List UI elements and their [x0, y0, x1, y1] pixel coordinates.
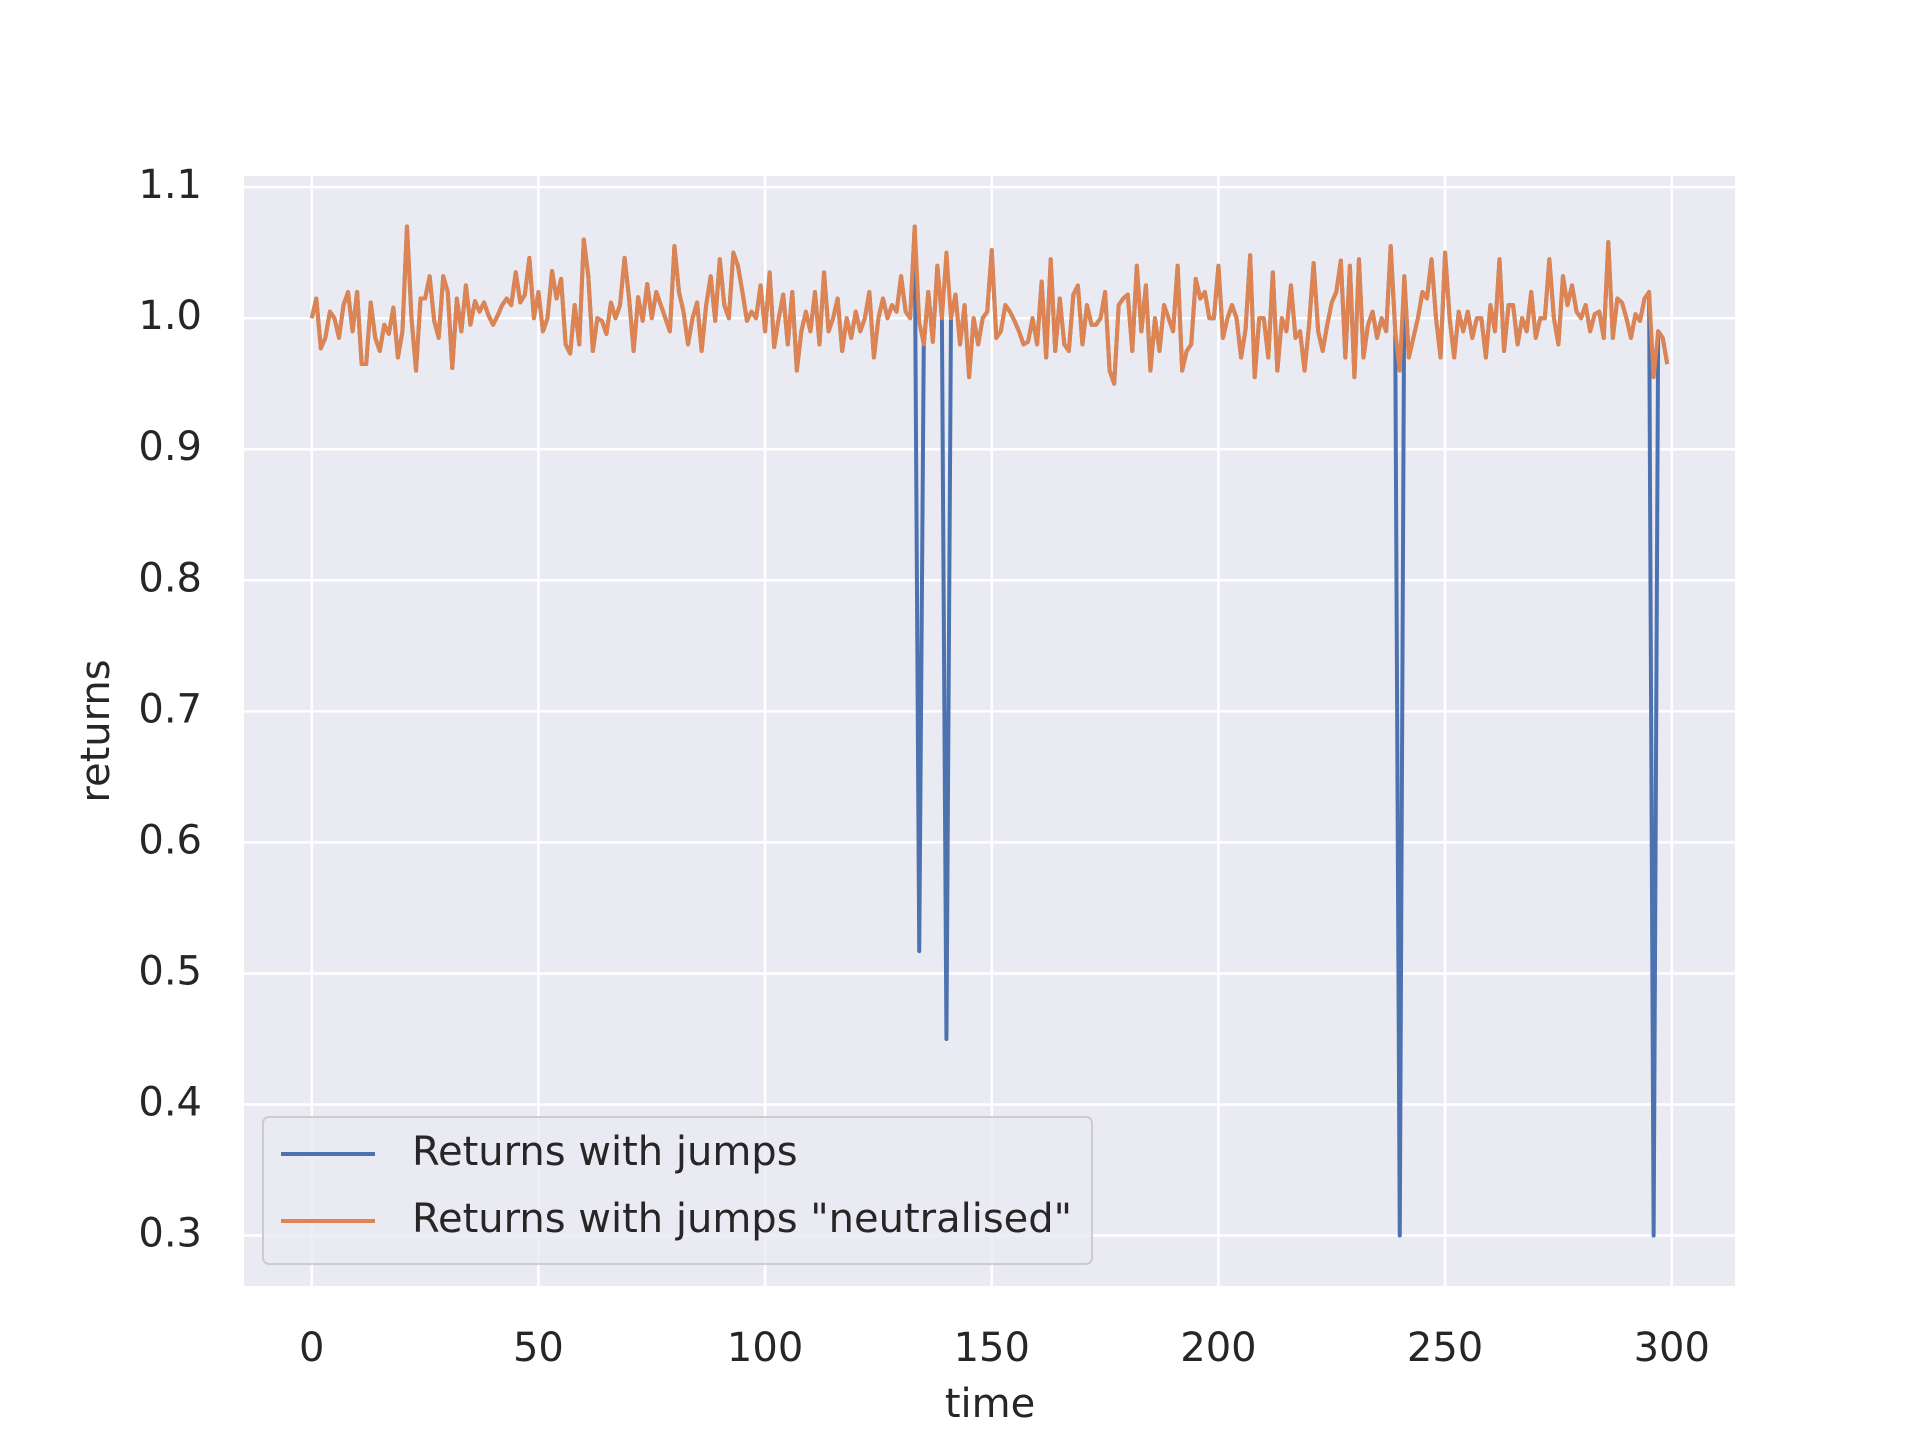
legend: Returns with jumps Returns with jumps "ne… — [262, 1116, 1093, 1265]
y-tick-label: 1.1 — [138, 162, 202, 208]
legend-label: Returns with jumps — [412, 1129, 798, 1175]
grid — [244, 176, 1735, 1286]
y-tick-label: 0.9 — [138, 424, 202, 470]
y-tick-label: 0.6 — [138, 817, 202, 863]
lines — [309, 224, 1670, 1238]
y-tick-label: 0.5 — [138, 948, 202, 994]
y-tick-label: 0.4 — [138, 1079, 202, 1125]
x-tick-label: 0 — [299, 1325, 324, 1371]
x-tick-label: 50 — [513, 1325, 564, 1371]
y-tick-label: 0.3 — [138, 1211, 202, 1257]
x-tick-label: 150 — [954, 1325, 1030, 1371]
series-line — [309, 224, 1670, 386]
y-axis-label: returns — [73, 659, 119, 802]
y-tick-label: 1.0 — [138, 293, 202, 339]
plot-area — [244, 176, 1735, 1286]
y-tick-label: 0.7 — [138, 686, 202, 732]
y-tick-label: 0.8 — [138, 555, 202, 601]
x-tick-label: 300 — [1634, 1325, 1710, 1371]
legend-box — [262, 1116, 1093, 1265]
x-tick-label: 200 — [1180, 1325, 1256, 1371]
legend-label: Returns with jumps "neutralised" — [412, 1196, 1072, 1242]
x-tick-label: 250 — [1407, 1325, 1483, 1371]
x-axis-label: time — [945, 1381, 1035, 1427]
x-tick-label: 100 — [727, 1325, 803, 1371]
